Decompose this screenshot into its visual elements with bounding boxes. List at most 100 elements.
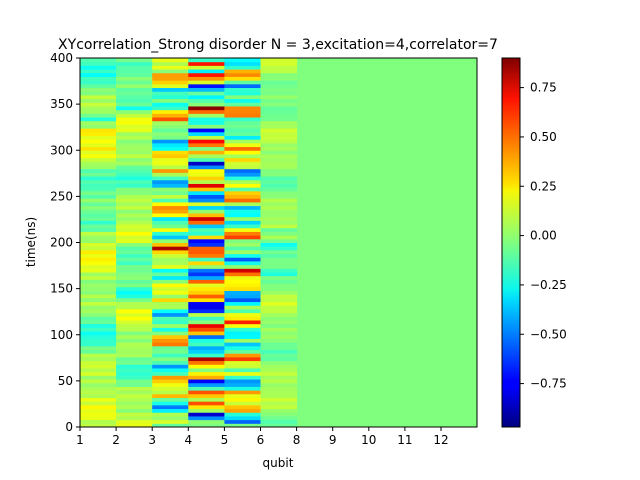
heatmap-cell	[116, 227, 153, 232]
heatmap-cell	[80, 408, 117, 413]
colorbar-tick-label: −0.25	[530, 278, 567, 292]
heatmap-cell	[224, 242, 261, 247]
heatmap-cell	[260, 349, 298, 354]
heatmap-cell	[116, 91, 153, 96]
heatmap-cell	[188, 102, 225, 107]
heatmap-cell	[260, 364, 298, 369]
heatmap-cell	[224, 105, 261, 111]
heatmap-cell	[260, 165, 298, 170]
heatmap-cell	[188, 76, 225, 81]
heatmap-cell	[116, 165, 153, 170]
heatmap-cell	[80, 83, 117, 89]
colorbar-tick-label: −0.50	[530, 327, 567, 341]
heatmap-cell	[116, 183, 153, 188]
heatmap-cell	[152, 117, 189, 122]
heatmap-cell	[188, 327, 225, 332]
heatmap-cell	[152, 157, 189, 162]
heatmap-cell	[80, 268, 117, 273]
colorbar-tick-label: −0.75	[530, 377, 567, 391]
heatmap-cell	[80, 301, 117, 306]
heatmap-cell	[224, 238, 261, 243]
heatmap-cell	[152, 113, 189, 118]
heatmap-cell	[260, 415, 298, 421]
heatmap-cells	[80, 58, 298, 427]
heatmap-cell	[188, 360, 225, 365]
heatmap-cell	[152, 124, 189, 129]
heatmap-cell	[152, 316, 189, 321]
heatmap-cell	[260, 312, 298, 317]
heatmap-cell	[224, 216, 261, 221]
chart-title: XYcorrelation_Strong disorder N = 3,exci…	[58, 37, 498, 53]
heatmap-cell	[116, 301, 153, 306]
heatmap-cell	[260, 91, 298, 96]
heatmap-cell	[224, 58, 261, 63]
heatmap-cell	[116, 353, 153, 358]
heatmap-cell	[260, 260, 298, 266]
heatmap-cell	[80, 179, 117, 184]
heatmap-cell	[188, 257, 225, 262]
heatmap-cell	[260, 69, 298, 74]
heatmap-cell	[188, 135, 225, 140]
heatmap-cell	[80, 386, 117, 391]
heatmap-cell	[80, 353, 117, 358]
heatmap-cell	[260, 356, 298, 362]
heatmap-cell	[152, 109, 189, 114]
heatmap-cell	[116, 220, 153, 225]
heatmap-cell	[152, 58, 189, 63]
heatmap-cell	[116, 209, 153, 214]
heatmap-cell	[224, 124, 261, 129]
colorbar	[501, 57, 521, 428]
heatmap-cell	[116, 168, 153, 173]
heatmap-cell	[188, 139, 225, 144]
heatmap-cell	[188, 187, 225, 192]
heatmap-cell	[116, 124, 153, 129]
heatmap-cell	[116, 153, 153, 159]
heatmap-cell	[260, 290, 298, 295]
heatmap-cell	[152, 301, 189, 306]
heatmap-cell	[152, 379, 189, 384]
heatmap-cell	[260, 146, 298, 151]
heatmap-cell	[152, 105, 189, 111]
heatmap-cell	[116, 65, 153, 70]
heatmap-cell	[224, 349, 261, 354]
heatmap-cell	[116, 390, 153, 395]
heatmap-cell	[188, 356, 225, 362]
heatmap-cell	[116, 146, 153, 151]
heatmap-cell	[260, 224, 298, 229]
heatmap-cell	[260, 327, 298, 332]
heatmap-cell	[224, 260, 261, 266]
heatmap-cell	[188, 275, 225, 280]
heatmap-cell	[80, 319, 117, 325]
heatmap-cell	[80, 176, 117, 181]
heatmap-cell	[116, 364, 153, 369]
heatmap-cell	[152, 297, 189, 303]
heatmap-cell	[188, 367, 225, 373]
heatmap-cell	[260, 183, 298, 188]
heatmap-cell	[188, 224, 225, 229]
heatmap-cell	[224, 83, 261, 89]
heatmap-cell	[152, 201, 189, 207]
heatmap-cell	[80, 150, 117, 155]
heatmap-cell	[224, 294, 261, 299]
heatmap-cell	[80, 283, 117, 288]
heatmap-cell	[224, 364, 261, 369]
heatmap-cell	[224, 338, 261, 343]
heatmap-cell	[260, 94, 298, 100]
heatmap-cell	[80, 257, 117, 262]
heatmap-cell	[80, 308, 117, 314]
heatmap-cell	[152, 65, 189, 70]
heatmap-cell	[224, 224, 261, 229]
heatmap-cell	[152, 345, 189, 351]
x-tick-label: 12	[433, 433, 448, 447]
heatmap-cell	[260, 220, 298, 225]
x-tick-label: 8	[293, 433, 301, 447]
heatmap-cell	[116, 401, 153, 406]
heatmap-cell	[188, 364, 225, 369]
heatmap-cell	[152, 393, 189, 398]
heatmap-cell	[116, 408, 153, 413]
heatmap-cell	[188, 150, 225, 155]
heatmap-cell	[224, 404, 261, 410]
heatmap-cell	[152, 253, 189, 258]
heatmap-cell	[188, 423, 225, 427]
heatmap-cell	[260, 58, 298, 63]
